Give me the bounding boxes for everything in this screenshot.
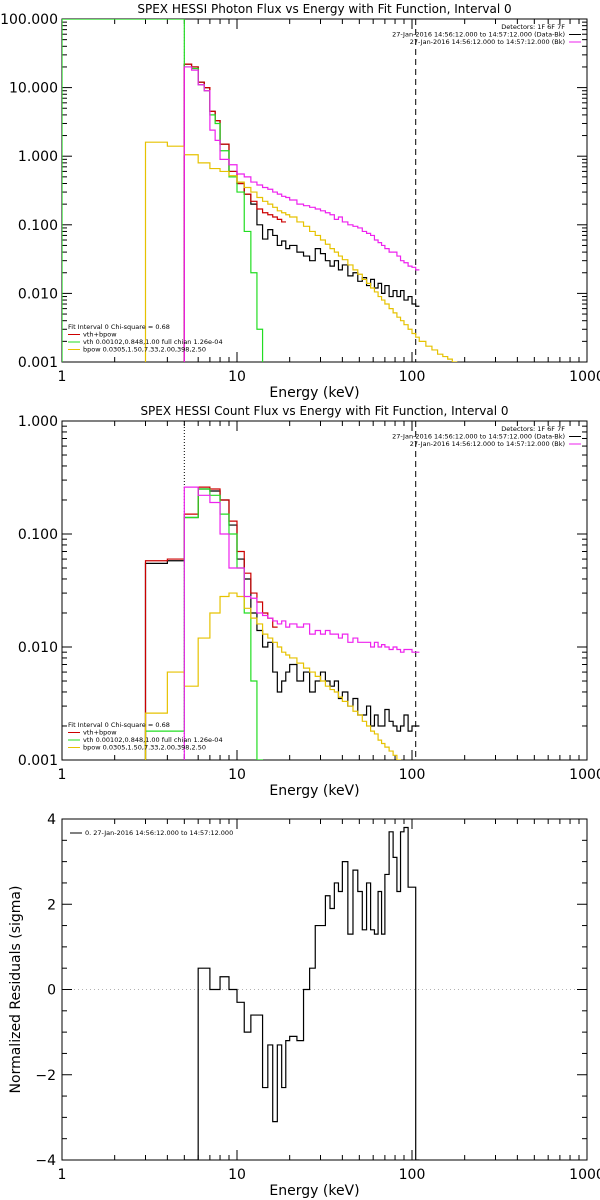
series-line-bk [183, 66, 420, 362]
y-tick-label: 0 [47, 983, 56, 999]
plot-frame [61, 420, 588, 761]
legend-fit-entry: Fit Interval 0 Chi-square = 0.68 [68, 323, 170, 331]
y-tick-label: 0.001 [18, 753, 58, 769]
x-tick-label: 1 [58, 369, 67, 385]
series-line-bk [183, 486, 420, 760]
series-line-bpow [144, 141, 458, 362]
y-tick-label: 4 [47, 812, 56, 828]
legend-fit-entry: bpow 0.0305,1.50,7.33,2.00,398,2.50 [83, 346, 206, 354]
x-tick-label: 1 [58, 767, 67, 783]
series-line-0-27-jan-2016-14-56- [184, 826, 420, 1160]
x-tick-label: 100 [399, 1167, 426, 1183]
y-tick-label: 100.000 [0, 12, 58, 28]
plot-frame [61, 18, 588, 363]
legend-top-entry: 27-Jan-2016 14:56:12.000 to 14:57:12.000… [392, 31, 565, 39]
chart-title: SPEX HESSI Photon Flux vs Energy with Fi… [137, 2, 511, 16]
x-axis-label: Energy (keV) [269, 1183, 359, 1199]
y-axis-label: Normalized Residuals (sigma) [8, 886, 24, 1094]
series-line-data-bk [183, 63, 420, 362]
legend-top-entry: Detectors: 1F 6F 7F [501, 23, 565, 31]
x-tick-label: 10 [228, 369, 246, 385]
legend-fit-entry: vth+bpow [83, 331, 117, 339]
legend-top-entry: 27-Jan-2016 14:56:12.000 to 14:57:12.000… [410, 38, 565, 46]
legend-fit-entry: vth+bpow [83, 729, 117, 737]
x-axis-label: Energy (keV) [269, 783, 359, 799]
series-line-vth-bpow [183, 63, 287, 362]
legend-fit-entry: vth 0.00102,0.848,1.00 full chian 1.26e-… [83, 338, 223, 346]
series-group [184, 826, 420, 1160]
y-tick-label: 1.000 [18, 149, 58, 165]
series-line-data-bk [144, 488, 420, 760]
x-axis-label: Energy (keV) [269, 385, 359, 401]
y-tick-label: 0.100 [18, 218, 58, 234]
series-line-bpow [144, 592, 402, 760]
y-tick-label: 0.010 [18, 286, 58, 302]
series-line-vth [62, 488, 264, 760]
y-tick-label: 0.010 [18, 640, 58, 656]
legend-fit-entry: Fit Interval 0 Chi-square = 0.68 [68, 721, 170, 729]
plot-frame [61, 818, 588, 1161]
x-tick-label: 10 [228, 1167, 246, 1183]
y-tick-label: 0.001 [18, 355, 58, 371]
y-tick-label: −2 [35, 1068, 56, 1084]
y-tick-label: 1.000 [18, 414, 58, 430]
x-tick-label: 10 [228, 767, 246, 783]
x-tick-label: 100 [399, 767, 426, 783]
y-tick-label: −4 [35, 1153, 56, 1169]
x-tick-label: 100 [399, 369, 426, 385]
legend-interval-entry: 0. 27-Jan-2016 14:56:12.000 to 14:57:12.… [85, 829, 233, 837]
legend-top-entry: 27-Jan-2016 14:56:12.000 to 14:57:12.000… [410, 440, 565, 448]
y-tick-label: 10.000 [9, 81, 58, 97]
chart-title: SPEX HESSI Count Flux vs Energy with Fit… [140, 404, 508, 418]
series-group [62, 19, 458, 362]
legend-top-entry: 27-Jan-2016 14:56:12.000 to 14:57:12.000… [392, 433, 565, 441]
legend-top-entry: Detectors: 1F 6F 7F [501, 425, 565, 433]
legend-fit-entry: vth 0.00102,0.848,1.00 full chian 1.26e-… [83, 736, 223, 744]
legend-fit-entry: bpow 0.0305,1.50,7.33,2.00,398,2.50 [83, 744, 206, 752]
x-tick-label: 1 [58, 1167, 67, 1183]
y-tick-label: 2 [47, 897, 56, 913]
series-group [62, 486, 420, 760]
y-tick-label: 0.100 [18, 527, 58, 543]
